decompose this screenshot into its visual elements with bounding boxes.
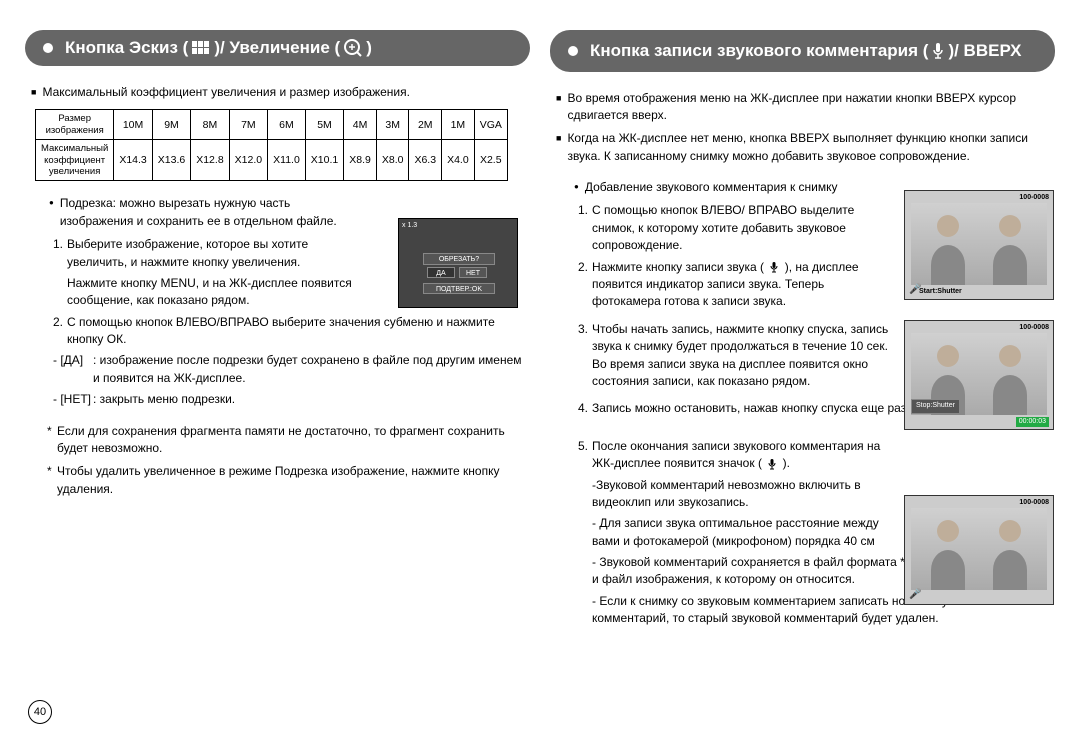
left-heading-p1: Кнопка Эскиз ( xyxy=(65,38,188,58)
table-value-row: Максимальный коэффициент увеличения X14.… xyxy=(36,140,508,181)
row2-label: Максимальный коэффициент увеличения xyxy=(36,140,114,181)
right-heading: Кнопка записи звукового комментария ( )/… xyxy=(550,30,1055,72)
right-bullet-1: Во время отображения меню на ЖК-дисплее … xyxy=(550,90,1055,125)
right-step-1: 1. С помощью кнопок ВЛЕВО/ ВПРАВО выдели… xyxy=(550,202,890,254)
right-preview-1: 100-0008 🎤 Start:Shutter xyxy=(904,190,1054,300)
left-main-bullet-text: Максимальный коэффициент увеличения и ра… xyxy=(42,84,530,101)
left-step-2: 2. С помощью кнопок ВЛЕВО/ВПРАВО выберит… xyxy=(25,314,530,349)
table-header-row: Размер изображения 10M 9M 8M 7M 6M 5M 4M… xyxy=(36,110,508,140)
right-step-2: 2. Нажмите кнопку записи звука ( ), на д… xyxy=(550,259,890,311)
preview-stop-caption: Stop:Shutter xyxy=(911,399,960,414)
left-camera-preview: x 1.3 ОБРЕЗАТЬ? ДА НЕТ ПОДТВЕР.:OK xyxy=(398,218,518,308)
page-number: 40 xyxy=(28,700,52,724)
left-column: Кнопка Эскиз ( )/ Увеличение ( ) Максима… xyxy=(25,30,530,632)
right-heading-p1: Кнопка записи звукового комментария ( xyxy=(590,38,928,64)
preview-no: НЕТ xyxy=(459,267,487,278)
left-step1-extra: Нажмите кнопку MENU, и на ЖК-дисплее поя… xyxy=(25,275,355,310)
row1-label: Размер изображения xyxy=(36,110,114,140)
preview-photo xyxy=(911,508,1047,590)
left-star-2: Чтобы удалить увеличенное в режиме Подре… xyxy=(25,463,530,498)
right-dash-2: - Для записи звука оптимальное расстояни… xyxy=(550,515,890,550)
right-dash-1: -Звуковой комментарий невозможно включит… xyxy=(550,477,890,512)
preview-label-3: 100-0008 xyxy=(1019,498,1049,509)
left-heading-p2: )/ Увеличение ( xyxy=(214,38,340,58)
zoom-table: Размер изображения 10M 9M 8M 7M 6M 5M 4M… xyxy=(35,109,508,181)
preview-mic-icon: 🎤 xyxy=(909,587,921,602)
right-bullet-2: Когда на ЖК-дисплее нет меню, кнопка ВВЕ… xyxy=(550,130,1055,165)
left-sub-bullet-text: Подрезка: можно вырезать нужную часть из… xyxy=(60,195,355,230)
left-heading: Кнопка Эскиз ( )/ Увеличение ( ) xyxy=(25,30,530,66)
right-preview-2: 100-0008 Stop:Shutter 00:00:03 xyxy=(904,320,1054,430)
magnify-icon xyxy=(343,38,363,58)
preview-yes: ДА xyxy=(427,267,455,278)
left-sub-bullet: Подрезка: можно вырезать нужную часть из… xyxy=(25,195,355,230)
right-preview-3: 100-0008 🎤 xyxy=(904,495,1054,605)
inline-mic-icon-2 xyxy=(765,457,779,471)
preview-zoom: x 1.3 xyxy=(402,222,417,229)
thumbnail-icon xyxy=(191,40,211,56)
left-net-item: - [НЕТ] : закрыть меню подрезки. xyxy=(25,391,530,408)
right-heading-p2: )/ ВВЕРХ xyxy=(948,38,1021,64)
left-main-bullet: Максимальный коэффициент увеличения и ра… xyxy=(25,84,530,101)
inline-mic-icon xyxy=(767,260,781,274)
preview-timer: 00:00:03 xyxy=(1016,417,1049,428)
left-step-1: 1. Выберите изображение, которое вы хоти… xyxy=(25,236,355,271)
right-step-3: 3. Чтобы начать запись, нажмите кнопку с… xyxy=(550,321,890,391)
preview-photo xyxy=(911,203,1047,285)
left-da-item: - [ДА] : изображение после подрезки буде… xyxy=(25,352,530,387)
preview-label-2: 100-0008 xyxy=(1019,323,1049,334)
preview-crop-title: ОБРЕЗАТЬ? xyxy=(423,253,495,265)
left-heading-p3: ) xyxy=(366,38,372,58)
preview-ok: ПОДТВЕР.:OK xyxy=(423,283,495,294)
microphone-icon xyxy=(931,42,945,60)
left-star-1: Если для сохранения фрагмента памяти не … xyxy=(25,423,530,458)
right-step-5: 5. После окончания записи звукового комм… xyxy=(550,438,890,473)
right-column: Кнопка записи звукового комментария ( )/… xyxy=(550,30,1055,632)
preview-label-1: 100-0008 xyxy=(1019,193,1049,204)
preview-start-caption: Start:Shutter xyxy=(919,287,962,298)
